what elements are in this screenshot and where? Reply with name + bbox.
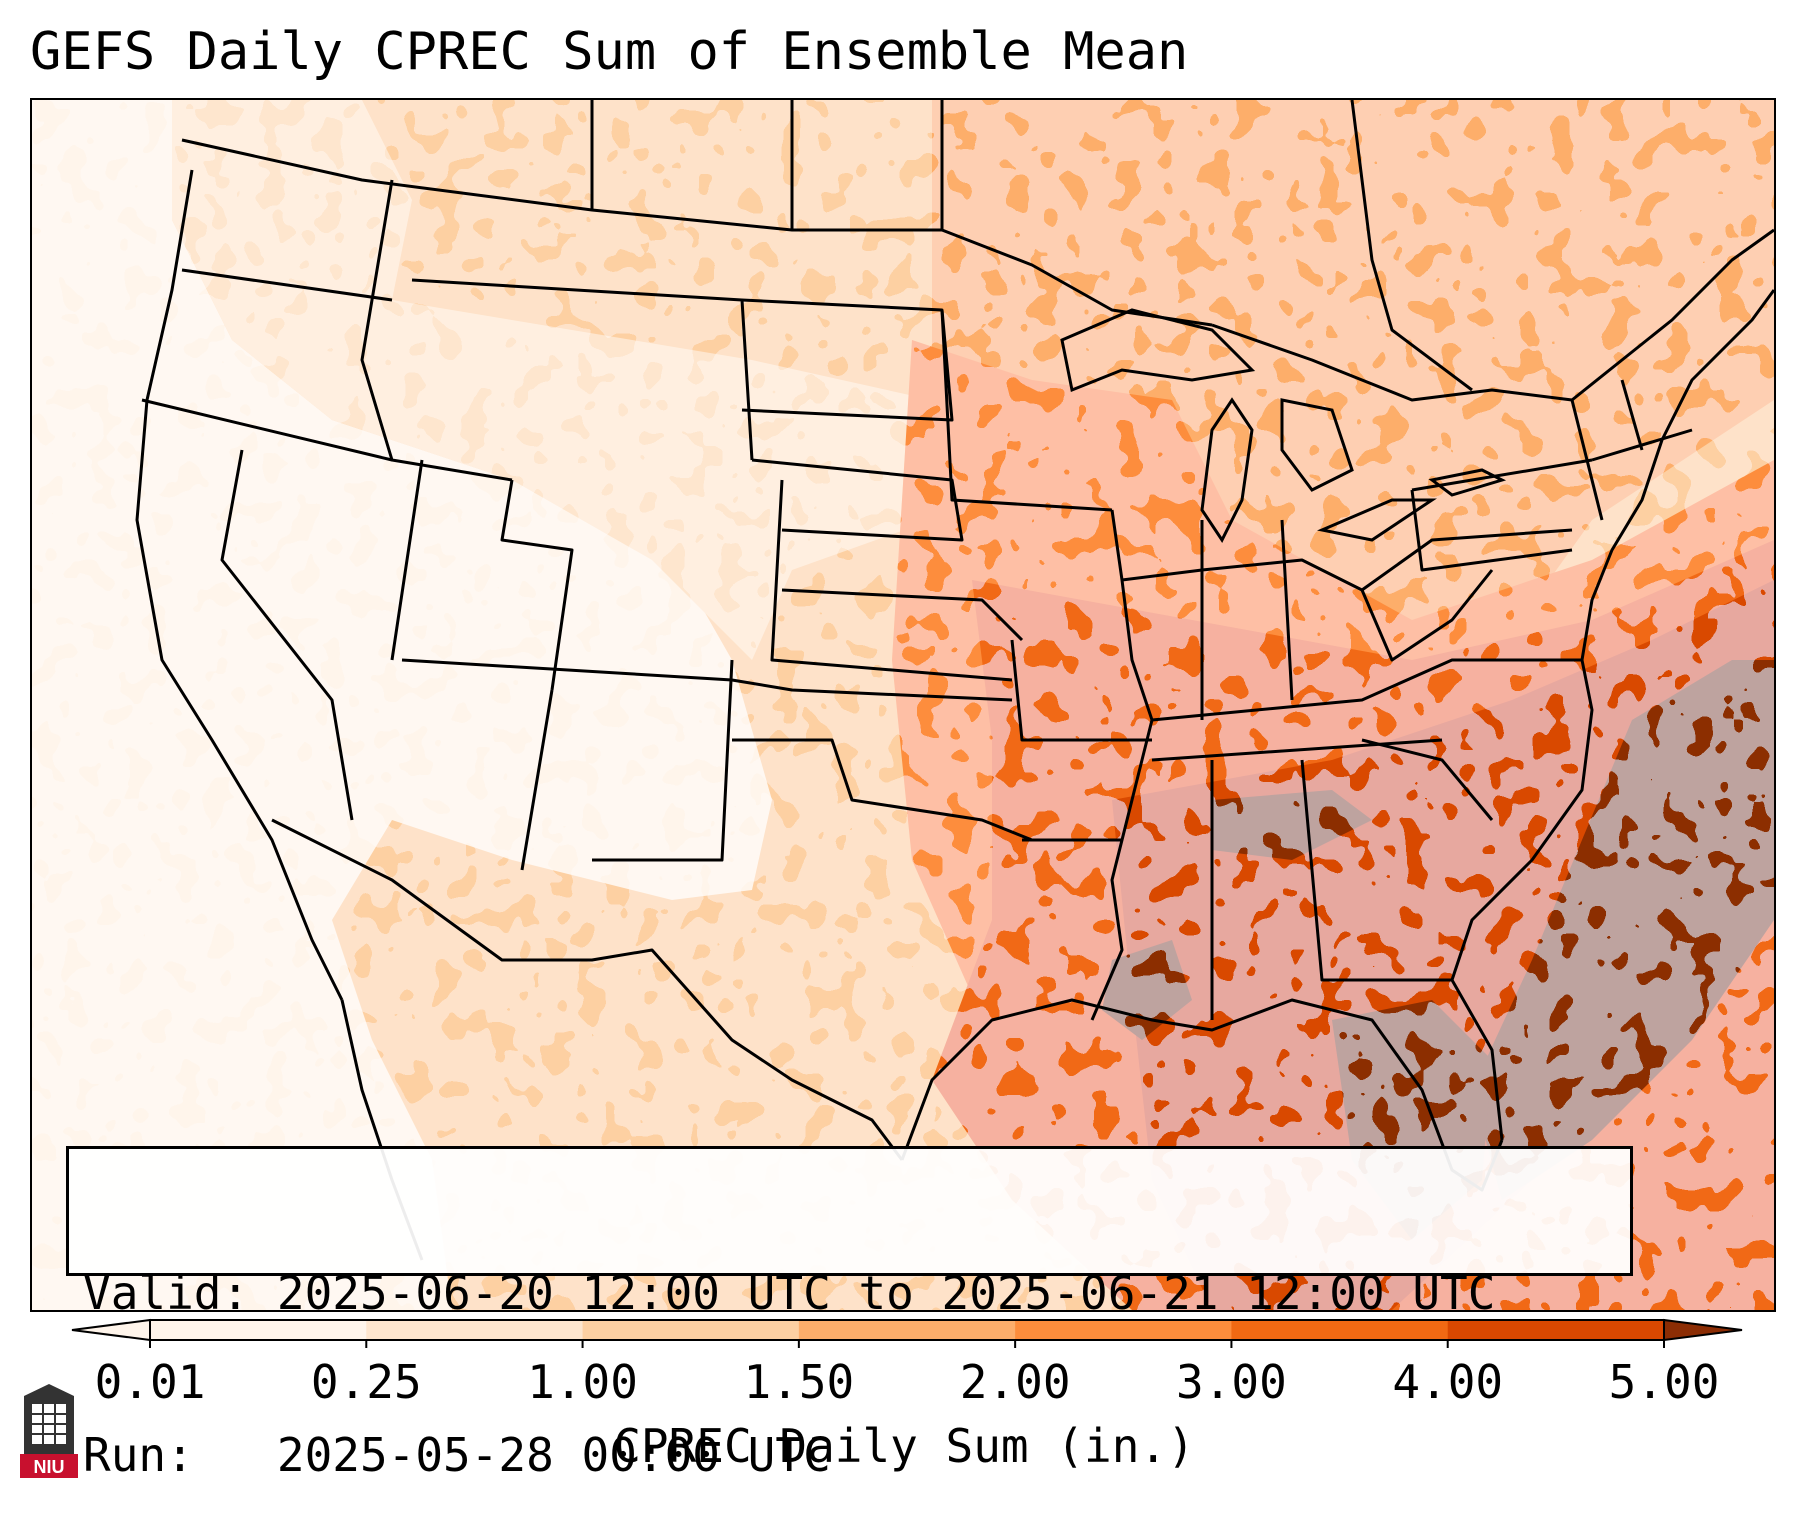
- colorbar-tick-label: 4.00: [1392, 1355, 1504, 1409]
- precip-west-pale: [172, 100, 932, 660]
- niu-logo-text: NIU: [34, 1457, 65, 1477]
- colorbar-segment: [150, 1320, 367, 1340]
- niu-logo-grid: [32, 1404, 66, 1444]
- colorbar-label: CPREC Daily Sum (in.): [613, 1419, 1195, 1473]
- border-co-ks: [770, 479, 1013, 682]
- run-line: Run: 2025-05-28 00:00 UTC: [83, 1428, 1630, 1482]
- lake-erie: [1316, 498, 1437, 542]
- border-id: [360, 179, 513, 482]
- colorbar-extend-low: [71, 1318, 151, 1342]
- colorbar-tick-label: 1.00: [527, 1355, 638, 1409]
- colorbar: [71, 1318, 1743, 1348]
- lake-huron: [1280, 398, 1354, 492]
- lake-michigan: [1200, 397, 1254, 543]
- run-text: 2025-05-28 00:00 UTC: [276, 1428, 831, 1482]
- border-mn-ia: [940, 309, 1113, 512]
- colorbar-segment: [1447, 1320, 1665, 1340]
- border-oh-valley: [1121, 528, 1573, 592]
- border-mississippi: [1090, 509, 1154, 1021]
- us-canada-border: [181, 138, 1213, 327]
- border-ky-tn: [1151, 658, 1582, 722]
- border-dakotas: [741, 298, 964, 542]
- valid-line: Valid: 2025-06-20 12:00 UTC to 2025-06-2…: [83, 1266, 1630, 1320]
- run-label: Run:: [83, 1428, 194, 1482]
- colorbar-segment: [1231, 1320, 1449, 1340]
- run-info-box: Valid: 2025-06-20 12:00 UTC to 2025-06-2…: [66, 1146, 1633, 1482]
- niu-logo-banner: [20, 1454, 78, 1478]
- border-ut-co: [500, 479, 574, 691]
- border-ca-nv: [220, 449, 354, 821]
- border-nm-tx: [592, 659, 734, 862]
- colorbar-tick-label: 2.00: [959, 1355, 1071, 1409]
- colorbar-tick-label: 1.50: [743, 1355, 855, 1409]
- niu-logo: NIU: [20, 1384, 78, 1478]
- border-four-corners: [401, 658, 1013, 702]
- border-mo-ar: [1010, 639, 1152, 742]
- border-ks-ok: [781, 588, 1024, 642]
- precip-southeast-heavy: [1112, 580, 1774, 1310]
- colorbar-tick-label: 5.00: [1608, 1355, 1720, 1409]
- border-ok-tx: [732, 738, 1033, 842]
- lake-superior: [1060, 308, 1256, 393]
- precip-tennessee-core: [1212, 790, 1372, 860]
- precip-shading: [32, 100, 1774, 1310]
- colorbar-outline: [149, 1319, 1665, 1341]
- colorbar-tick-label: 3.00: [1176, 1355, 1287, 1409]
- colorbar-segment: [798, 1320, 1016, 1340]
- border-nv-ut: [390, 459, 424, 661]
- precip-max-core: [1472, 660, 1774, 1200]
- mexico-border: [271, 818, 904, 1161]
- map-panel: [30, 98, 1776, 1312]
- border-sc-nc: [1361, 738, 1494, 821]
- colorbar-segment: [582, 1320, 800, 1340]
- precip-louisiana-core: [1102, 940, 1192, 1040]
- great-lakes: [1060, 308, 1507, 543]
- colorbar-segment: [366, 1320, 584, 1340]
- colorbar-tick-label: 0.25: [310, 1355, 422, 1409]
- lake-ontario: [1428, 468, 1507, 497]
- colorbar-segment: [1015, 1320, 1232, 1340]
- west-coast: [135, 169, 344, 1001]
- colorbar-extend-high: [1663, 1318, 1743, 1342]
- canada-provinces: [590, 100, 1473, 392]
- border-pa-ny: [1410, 458, 1593, 572]
- border-in-il: [1200, 519, 1294, 720]
- precip-map: [32, 100, 1774, 1310]
- border-new-england: [1570, 379, 1693, 521]
- border-va-wv: [1360, 569, 1494, 662]
- colorbar-tick-label: 0.01: [94, 1355, 206, 1409]
- border-wa-or: [181, 268, 393, 302]
- valid-text: 2025-06-20 12:00 UTC to 2025-06-21 12:00…: [276, 1266, 1496, 1320]
- border-canada-east: [1211, 228, 1774, 402]
- state-borders: [135, 100, 1774, 1261]
- border-az-nm: [520, 689, 554, 871]
- map-title: GEFS Daily CPREC Sum of Ensemble Mean: [30, 22, 1189, 82]
- precip-west-light: [32, 100, 772, 1310]
- valid-label: Valid:: [83, 1266, 250, 1320]
- border-or-ca: [141, 398, 393, 462]
